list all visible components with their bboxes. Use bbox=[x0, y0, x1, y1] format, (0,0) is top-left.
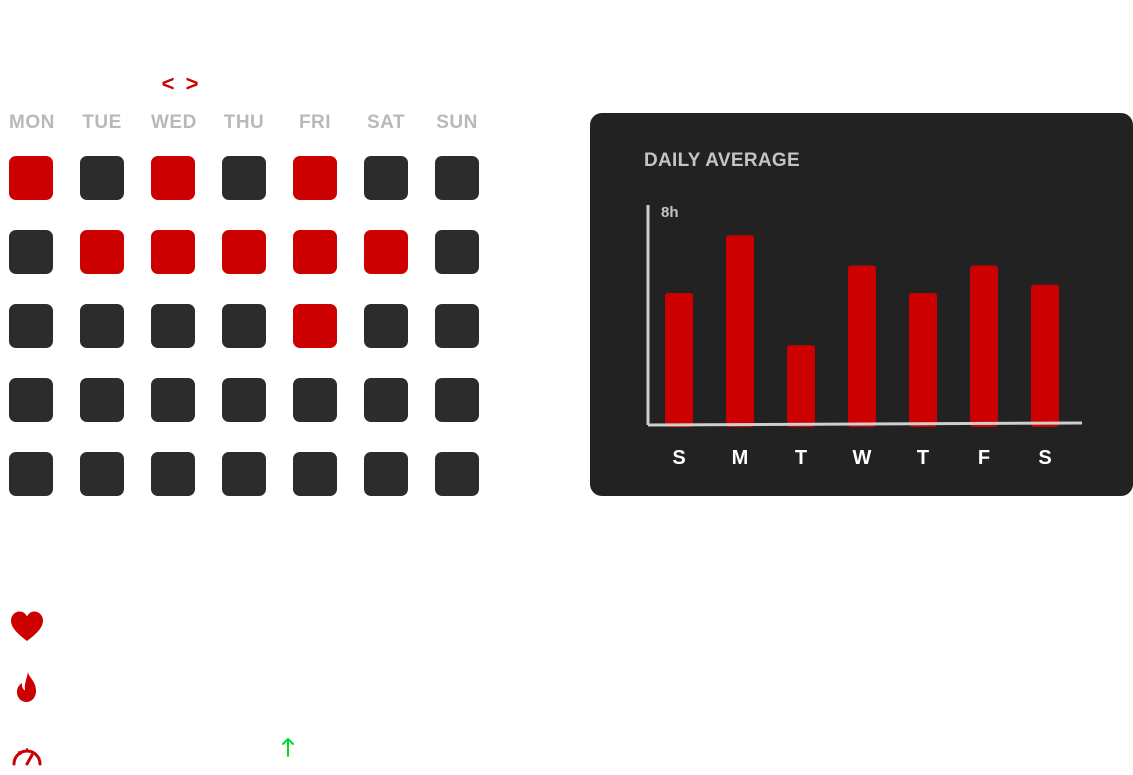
calendar-day-cell-sun-week4[interactable] bbox=[435, 378, 479, 422]
weekday-label-fri: FRI bbox=[293, 112, 337, 138]
calendar-day-cell-sat-week1[interactable] bbox=[364, 156, 408, 200]
x-tick-label-4: W bbox=[853, 447, 872, 469]
gauge-icon[interactable] bbox=[10, 740, 44, 774]
calendar-week-row bbox=[9, 230, 479, 274]
x-tick-label-2: M bbox=[732, 447, 749, 469]
calendar-day-cell-thu-week4[interactable] bbox=[222, 378, 266, 422]
heart-icon[interactable] bbox=[10, 610, 44, 644]
weekday-header-row: MON TUE WED THU FRI SAT SUN bbox=[9, 112, 479, 138]
next-week-button[interactable]: > bbox=[184, 70, 200, 98]
up-arrow-icon bbox=[278, 735, 298, 759]
daily-average-card: DAILY AVERAGE 8h S M T W T F S bbox=[590, 113, 1133, 496]
calendar-day-cell-sun-week2[interactable] bbox=[435, 230, 479, 274]
calendar-day-cell-fri-week5[interactable] bbox=[293, 452, 337, 496]
calendar-day-cell-wed-week2[interactable] bbox=[151, 230, 195, 274]
x-tick-label-3: T bbox=[795, 447, 807, 469]
calendar-day-cell-mon-week4[interactable] bbox=[9, 378, 53, 422]
x-tick-label-1: S bbox=[672, 447, 685, 469]
weekday-label-tue: TUE bbox=[80, 112, 124, 138]
x-tick-label-5: T bbox=[917, 447, 929, 469]
weekday-label-wed: WED bbox=[151, 112, 195, 138]
weekday-label-thu: THU bbox=[222, 112, 266, 138]
calendar-day-cell-mon-week2[interactable] bbox=[9, 230, 53, 274]
bar-6 bbox=[970, 266, 998, 428]
daily-average-chart: 8h S M T W T F S bbox=[590, 113, 1133, 496]
calendar-week-row bbox=[9, 378, 479, 422]
bar-2 bbox=[726, 235, 754, 427]
week-navigation: < > bbox=[160, 70, 200, 98]
weekday-label-mon: MON bbox=[9, 112, 53, 138]
calendar-week-row bbox=[9, 304, 479, 348]
calendar-day-cell-fri-week2[interactable] bbox=[293, 230, 337, 274]
x-axis-line bbox=[648, 423, 1082, 425]
calendar-week-row bbox=[9, 156, 479, 200]
calendar-day-cell-thu-week3[interactable] bbox=[222, 304, 266, 348]
calendar-grid bbox=[9, 156, 479, 496]
bar-7 bbox=[1031, 285, 1059, 427]
calendar-day-cell-fri-week1[interactable] bbox=[293, 156, 337, 200]
bar-5 bbox=[909, 293, 937, 427]
calendar-day-cell-sun-week1[interactable] bbox=[435, 156, 479, 200]
calendar-day-cell-tue-week3[interactable] bbox=[80, 304, 124, 348]
x-tick-label-6: F bbox=[978, 447, 990, 469]
calendar-day-cell-tue-week4[interactable] bbox=[80, 378, 124, 422]
calendar-day-cell-mon-week5[interactable] bbox=[9, 452, 53, 496]
calendar-day-cell-thu-week2[interactable] bbox=[222, 230, 266, 274]
calendar-day-cell-wed-week4[interactable] bbox=[151, 378, 195, 422]
calendar-day-cell-fri-week4[interactable] bbox=[293, 378, 337, 422]
calendar-day-cell-mon-week3[interactable] bbox=[9, 304, 53, 348]
habit-calendar: MON TUE WED THU FRI SAT SUN bbox=[9, 112, 479, 526]
calendar-day-cell-tue-week2[interactable] bbox=[80, 230, 124, 274]
calendar-day-cell-sat-week5[interactable] bbox=[364, 452, 408, 496]
calendar-day-cell-fri-week3[interactable] bbox=[293, 304, 337, 348]
calendar-day-cell-sat-week2[interactable] bbox=[364, 230, 408, 274]
weekday-label-sun: SUN bbox=[435, 112, 479, 138]
y-max-label: 8h bbox=[661, 204, 679, 221]
calendar-day-cell-mon-week1[interactable] bbox=[9, 156, 53, 200]
calendar-day-cell-thu-week1[interactable] bbox=[222, 156, 266, 200]
x-tick-label-7: S bbox=[1038, 447, 1051, 469]
bar-4 bbox=[848, 266, 876, 428]
calendar-day-cell-wed-week5[interactable] bbox=[151, 452, 195, 496]
bar-3 bbox=[787, 345, 815, 427]
bar-1 bbox=[665, 293, 693, 427]
calendar-day-cell-wed-week1[interactable] bbox=[151, 156, 195, 200]
prev-week-button[interactable]: < bbox=[160, 70, 176, 98]
calendar-day-cell-sun-week5[interactable] bbox=[435, 452, 479, 496]
weekday-label-sat: SAT bbox=[364, 112, 408, 138]
calendar-day-cell-tue-week5[interactable] bbox=[80, 452, 124, 496]
calendar-day-cell-wed-week3[interactable] bbox=[151, 304, 195, 348]
calendar-day-cell-sat-week4[interactable] bbox=[364, 378, 408, 422]
flame-icon[interactable] bbox=[10, 670, 44, 704]
calendar-day-cell-thu-week5[interactable] bbox=[222, 452, 266, 496]
calendar-day-cell-sat-week3[interactable] bbox=[364, 304, 408, 348]
calendar-week-row bbox=[9, 452, 479, 496]
calendar-day-cell-sun-week3[interactable] bbox=[435, 304, 479, 348]
calendar-day-cell-tue-week1[interactable] bbox=[80, 156, 124, 200]
